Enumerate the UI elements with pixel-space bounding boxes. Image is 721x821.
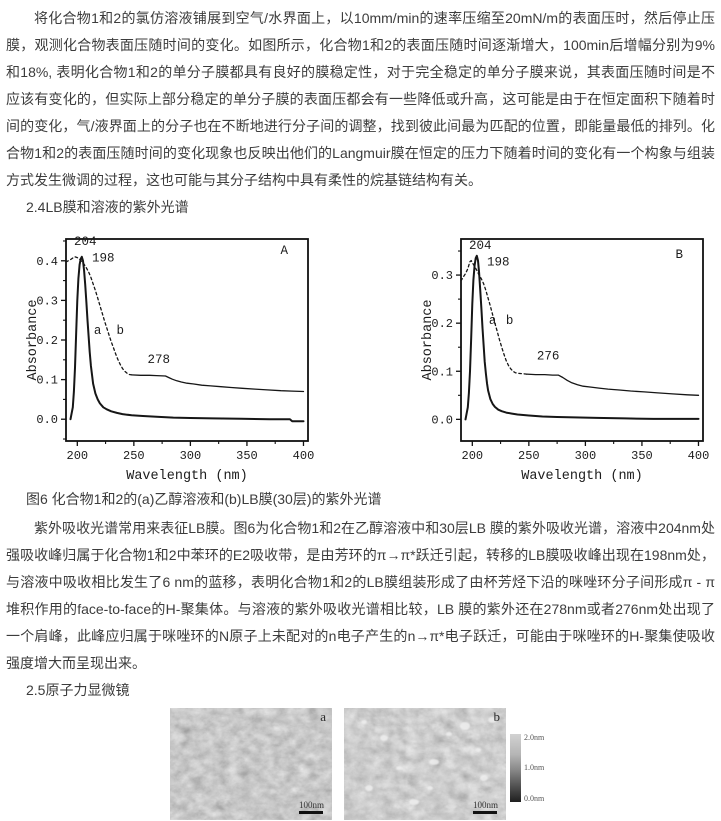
y-tick-label: 0.0 (431, 413, 453, 427)
y-axis-title: Absorbance (421, 299, 436, 380)
y-tick-label: 0.2 (431, 317, 453, 331)
annotation-198: 198 (487, 255, 510, 269)
annotation-a: a (94, 324, 102, 338)
annotation-204: 204 (74, 235, 97, 249)
colorbar-label-top: 2.0nm (524, 733, 545, 742)
spectrum-curve-b-lb-film-tail (130, 374, 305, 393)
x-tick-label: 400 (688, 449, 710, 463)
height-gradient-bar (510, 734, 521, 802)
afm-scale-text-b: 100nm (472, 800, 498, 810)
paragraph-film-stability: 将化合物1和2的氯仿溶液铺展到空气/水界面上，以10mm/min的速率压缩至20… (6, 10, 715, 188)
afm-noise-texture-b (344, 708, 506, 820)
x-tick-label: 300 (180, 449, 202, 463)
y-axis-title: Absorbance (26, 299, 41, 380)
y-tick-label: 0.3 (36, 294, 58, 308)
annotation-a: a (489, 314, 497, 328)
annotation-A: A (280, 244, 288, 258)
y-tick-label: 0.3 (431, 269, 453, 283)
afm-image-a: a 100nm (170, 708, 332, 820)
x-axis-title: Wavelength (nm) (521, 469, 643, 484)
x-tick-label: 400 (293, 449, 315, 463)
spectrum-curve-b-lb-film-tail (525, 373, 700, 396)
plot-box (460, 238, 704, 442)
annotation-b: b (506, 314, 514, 328)
uv-spectrum-chart-A: 200 250 300 350 400 0.0 0.1 0.2 0.3 0.4 Wavelength… (26, 235, 315, 484)
colorbar-label-bottom: 0.0nm (524, 794, 545, 803)
colorbar-label-mid: 1.0nm (524, 763, 545, 772)
x-tick-label: 350 (236, 449, 258, 463)
spectrum-curve-b-lb-film (460, 259, 528, 375)
section-heading-2-4: 2.4LB膜和溶液的紫外光谱 (26, 199, 189, 215)
afm-scale-bar-a (299, 811, 324, 814)
afm-topography-a (170, 708, 332, 820)
annotation-198: 198 (92, 252, 115, 266)
x-tick-label: 200 (67, 449, 89, 463)
annotation-278: 278 (147, 353, 170, 367)
y-tick-label: 0.2 (36, 334, 58, 348)
spectrum-curve-b-lb-film (65, 256, 133, 376)
plot-box (65, 238, 309, 442)
x-axis-title: Wavelength (nm) (126, 469, 248, 484)
afm-panel-label-b: b (493, 709, 501, 724)
x-tick-label: 250 (518, 449, 540, 463)
annotation-b: b (117, 324, 125, 338)
afm-scale-bar-b (473, 811, 498, 814)
afm-panel-label-a: a (320, 709, 326, 724)
afm-scale-text-a: 100nm (298, 800, 324, 810)
x-tick-label: 350 (631, 449, 653, 463)
paragraph-uv-analysis: 紫外吸收光谱常用来表征LB膜。图6为化合物1和2在乙醇溶液中和30层LB 膜的紫… (6, 520, 715, 671)
annotation-B: B (675, 248, 683, 262)
y-tick-label: 0.0 (36, 413, 58, 427)
afm-topography-b (344, 708, 506, 820)
x-tick-label: 200 (462, 449, 484, 463)
figure7-images: a 100nm (170, 708, 715, 820)
x-tick-label: 300 (575, 449, 597, 463)
spectrum-curve-a-solution (69, 255, 305, 423)
afm-aggregate-blobs (361, 717, 496, 805)
afm-noise-texture-a (170, 708, 332, 820)
afm-height-colorbar: 2.0nm 1.0nm 0.0nm (510, 734, 556, 804)
x-tick-label: 250 (123, 449, 145, 463)
y-tick-label: 0.1 (36, 374, 58, 388)
afm-scalebar-a: 100nm (299, 800, 324, 814)
figure6-charts: 200 250 300 350 400 0.0 0.1 0.2 0.3 0.4 Wavelength… (6, 227, 715, 485)
figure6-caption: 图6 化合物1和2的(a)乙醇溶液和(b)LB膜(30层)的紫外光谱 (26, 491, 382, 507)
annotation-276: 276 (537, 350, 560, 364)
annotation-204: 204 (469, 239, 492, 253)
y-tick-label: 0.4 (36, 255, 58, 269)
uv-spectrum-chart-B: 200 250 300 350 400 0.0 0.1 0.2 0.3 Wavelength (n… (421, 238, 710, 484)
section-heading-2-5: 2.5原子力显微镜 (26, 682, 130, 698)
afm-scalebar-b: 100nm (473, 800, 498, 814)
afm-image-b: b 100nm (344, 708, 506, 820)
y-tick-label: 0.1 (431, 365, 453, 379)
spectrum-curve-a-solution (464, 254, 700, 421)
